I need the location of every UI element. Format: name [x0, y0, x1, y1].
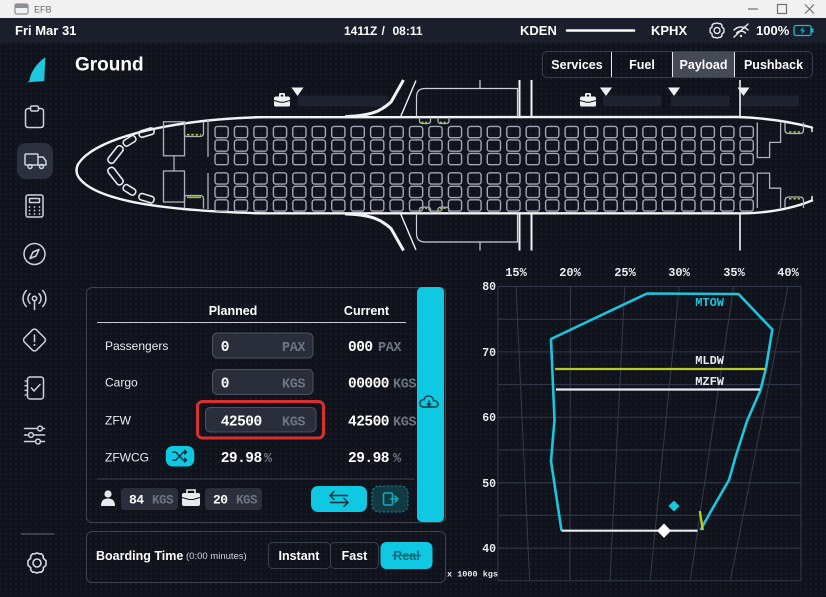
svg-text:KGS: KGS	[236, 494, 258, 508]
svg-text:PAX: PAX	[282, 341, 306, 356]
svg-text:30%: 30%	[668, 266, 690, 280]
svg-text:MTOW: MTOW	[695, 296, 725, 310]
svg-text:50: 50	[482, 478, 496, 491]
svg-text:Instant: Instant	[279, 549, 321, 563]
svg-text:Ground: Ground	[75, 55, 144, 76]
svg-text:35%: 35%	[723, 266, 745, 280]
svg-text:MLDW: MLDW	[695, 354, 725, 368]
svg-text:(0:00 minutes): (0:00 minutes)	[186, 551, 247, 562]
svg-text:00000: 00000	[348, 377, 389, 393]
svg-text:Cargo: Cargo	[105, 376, 138, 390]
svg-text:KGS: KGS	[152, 494, 174, 508]
svg-text:KPHX: KPHX	[651, 23, 687, 38]
svg-text:60: 60	[482, 412, 496, 425]
svg-text:29.98: 29.98	[221, 451, 262, 467]
svg-text:KGS: KGS	[393, 378, 416, 393]
svg-text:KDEN: KDEN	[520, 23, 557, 38]
svg-text:%: %	[393, 452, 402, 467]
svg-text:KGS: KGS	[282, 378, 305, 393]
svg-text:40%: 40%	[777, 266, 799, 280]
svg-text:15%: 15%	[505, 266, 527, 280]
svg-text:Fast: Fast	[342, 549, 369, 563]
svg-text:0: 0	[221, 377, 229, 393]
svg-text:x 1000 kgs: x 1000 kgs	[447, 570, 498, 580]
svg-text:/: /	[382, 24, 386, 38]
svg-text:000: 000	[348, 340, 373, 356]
svg-text:Current: Current	[344, 304, 390, 318]
svg-text:0: 0	[221, 340, 229, 356]
svg-text:ZFWCG: ZFWCG	[105, 451, 149, 465]
svg-text:Planned: Planned	[209, 304, 258, 318]
svg-text:29.98: 29.98	[348, 451, 389, 467]
svg-text:42500: 42500	[221, 415, 262, 431]
svg-text:EFB: EFB	[34, 5, 52, 15]
svg-text:08:11: 08:11	[393, 24, 423, 38]
svg-text:42500: 42500	[348, 415, 389, 431]
svg-text:40: 40	[482, 543, 496, 556]
svg-text:Boarding Time: Boarding Time	[96, 549, 183, 563]
svg-text:84: 84	[129, 493, 144, 508]
svg-text:70: 70	[482, 347, 496, 360]
svg-text:80: 80	[482, 281, 496, 294]
svg-text:25%: 25%	[614, 266, 636, 280]
svg-text:20%: 20%	[559, 266, 581, 280]
svg-text:%: %	[264, 452, 273, 467]
svg-text:MZFW: MZFW	[695, 375, 725, 389]
svg-text:Passengers: Passengers	[105, 339, 168, 353]
svg-text:PAX: PAX	[378, 341, 402, 356]
svg-text:KGS: KGS	[282, 416, 305, 431]
svg-text:100%: 100%	[756, 23, 790, 38]
svg-text:1411Z: 1411Z	[344, 24, 377, 38]
svg-text:20: 20	[213, 493, 228, 508]
svg-text:ZFW: ZFW	[105, 414, 132, 428]
svg-text:Fri Mar 31: Fri Mar 31	[15, 23, 76, 38]
svg-text:KGS: KGS	[393, 416, 416, 431]
